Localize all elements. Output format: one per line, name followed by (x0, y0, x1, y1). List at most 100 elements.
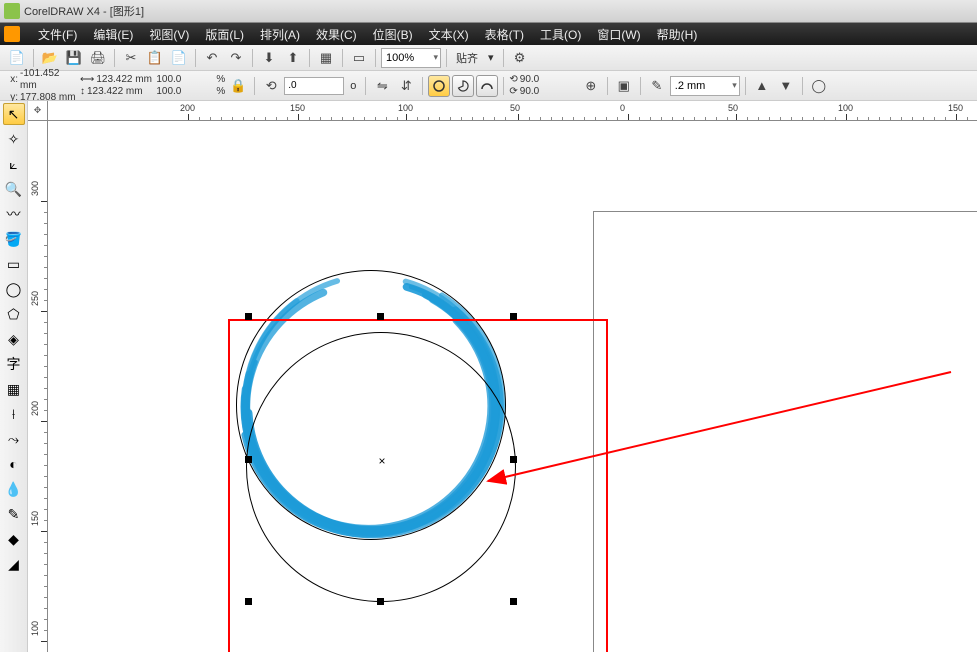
separator (422, 77, 423, 95)
x-value: -101.452 mm (20, 68, 78, 92)
outline-pen-icon: ✎ (646, 75, 668, 97)
pick-tool[interactable]: ↖ (3, 103, 25, 125)
freehand-tool[interactable]: 〰 (3, 203, 25, 225)
to-back-button[interactable]: ▼ (775, 75, 797, 97)
arc-angles: ⟲90.0 ⟳90.0 (509, 74, 577, 98)
zoom-tool[interactable]: 🔍 (3, 178, 25, 200)
undo-button[interactable]: ↶ (201, 47, 223, 69)
save-button[interactable]: 💾 (63, 47, 85, 69)
menu-window[interactable]: 窗口(W) (589, 26, 648, 43)
scale-group: 100.0% 100.0% (156, 74, 225, 98)
cut-button[interactable]: ✂ (120, 47, 142, 69)
canvas[interactable]: × (48, 121, 977, 652)
menu-view[interactable]: 视图(V) (141, 26, 197, 43)
menu-effects[interactable]: 效果(C) (308, 26, 365, 43)
arc-button[interactable] (476, 75, 498, 97)
snap-dropdown-icon[interactable]: ▾ (484, 51, 498, 64)
width-icon: ⟷ (80, 74, 94, 86)
rotation-input[interactable]: .0 (284, 77, 344, 95)
ruler-corner[interactable]: ✥ (28, 101, 48, 121)
menu-layout[interactable]: 版面(L) (197, 26, 252, 43)
convert-button[interactable]: ◯ (808, 75, 830, 97)
options-button[interactable]: ⚙ (509, 47, 531, 69)
basic-shapes-tool[interactable]: ◈ (3, 328, 25, 350)
menu-file[interactable]: 文件(F) (30, 26, 85, 43)
ruler-horizontal[interactable]: 20015010050050100150 (48, 101, 977, 121)
fill-tool[interactable]: ◆ (3, 528, 25, 550)
app-launcher-button[interactable]: ▦ (315, 47, 337, 69)
menu-tools[interactable]: 工具(O) (532, 26, 589, 43)
polygon-tool[interactable]: ⬠ (3, 303, 25, 325)
separator (342, 49, 343, 67)
separator (252, 49, 253, 67)
separator (607, 77, 608, 95)
eyedropper-tool[interactable]: 💧 (3, 478, 25, 500)
pct1: % (216, 74, 225, 86)
menu-help[interactable]: 帮助(H) (649, 26, 706, 43)
wrap-button[interactable]: ▣ (613, 75, 635, 97)
menu-text[interactable]: 文本(X) (421, 26, 477, 43)
ruler-vertical[interactable]: 300250200150100 (28, 121, 48, 652)
separator (114, 49, 115, 67)
shape-tool[interactable]: ✧ (3, 128, 25, 150)
height-icon: ↕ (80, 86, 85, 98)
open-button[interactable]: 📂 (39, 47, 61, 69)
deg-label: o (346, 80, 360, 92)
titlebar: CorelDRAW X4 - [图形1] (0, 0, 977, 23)
arc-direction-button[interactable]: ⊕ (580, 75, 602, 97)
zoom-combo[interactable]: 100% (381, 48, 441, 68)
property-bar: x:-101.452 mm y:177.808 mm ⟷123.422 mm ↕… (0, 71, 977, 101)
window-title: CorelDRAW X4 - [图形1] (24, 3, 144, 19)
menu-edit[interactable]: 编辑(E) (85, 26, 141, 43)
interactive-fill-tool[interactable]: ◢ (3, 553, 25, 575)
interactive-tool[interactable]: ◐ (3, 453, 25, 475)
selection-center-icon: × (378, 454, 385, 468)
zoom-value: 100% (386, 52, 414, 64)
menu-arrange[interactable]: 排列(A) (252, 26, 308, 43)
menubar: 文件(F) 编辑(E) 视图(V) 版面(L) 排列(A) 效果(C) 位图(B… (0, 23, 977, 45)
separator (745, 77, 746, 95)
page-boundary (593, 211, 977, 652)
connector-tool[interactable]: ⤳ (3, 428, 25, 450)
menu-bitmap[interactable]: 位图(B) (365, 26, 421, 43)
dimension-tool[interactable]: ⟊ (3, 403, 25, 425)
crop-tool[interactable]: ⟀ (3, 153, 25, 175)
brand-icon (4, 26, 20, 42)
canvas-area: ✥ 20015010050050100150 300250200150100 × (28, 101, 977, 652)
outline-tool[interactable]: ✎ (3, 503, 25, 525)
separator (254, 77, 255, 95)
new-button[interactable]: 📄 (6, 47, 28, 69)
height-value: 123.422 mm (87, 86, 145, 98)
mirror-v-button[interactable]: ⇵ (395, 75, 417, 97)
menu-table[interactable]: 表格(T) (477, 26, 532, 43)
mirror-h-button[interactable]: ⇋ (371, 75, 393, 97)
separator (309, 49, 310, 67)
import-button[interactable]: ⬇ (258, 47, 280, 69)
scalex-value: 100.0 (156, 74, 214, 86)
table-tool[interactable]: ▦ (3, 378, 25, 400)
rectangle-tool[interactable]: ▭ (3, 253, 25, 275)
main-area: ↖ ✧ ⟀ 🔍 〰 🪣 ▭ ◯ ⬠ ◈ 字 ▦ ⟊ ⤳ ◐ 💧 ✎ ◆ ◢ ✥ … (0, 101, 977, 652)
redo-button[interactable]: ↷ (225, 47, 247, 69)
ellipse-tool[interactable]: ◯ (3, 278, 25, 300)
toolbox: ↖ ✧ ⟀ 🔍 〰 🪣 ▭ ◯ ⬠ ◈ 字 ▦ ⟊ ⤳ ◐ 💧 ✎ ◆ ◢ (0, 101, 28, 652)
pie-button[interactable] (452, 75, 474, 97)
width-value: 123.422 mm (96, 74, 154, 86)
export-button[interactable]: ⬆ (282, 47, 304, 69)
lock-ratio-button[interactable]: 🔒 (227, 75, 249, 97)
to-front-button[interactable]: ▲ (751, 75, 773, 97)
copy-button[interactable]: 📋 (144, 47, 166, 69)
arc-start-icon: ⟲ (509, 74, 517, 86)
separator (802, 77, 803, 95)
pct2: % (216, 86, 225, 98)
scaley-value: 100.0 (156, 86, 214, 98)
outline-width-combo[interactable]: .2 mm (670, 76, 740, 96)
print-button[interactable]: 🖨 (87, 47, 109, 69)
paste-button[interactable]: 📄 (168, 47, 190, 69)
standard-toolbar: 📄 📂 💾 🖨 ✂ 📋 📄 ↶ ↷ ⬇ ⬆ ▦ ▭ 100% 贴齐 ▾ ⚙ (0, 45, 977, 71)
welcome-button[interactable]: ▭ (348, 47, 370, 69)
text-tool[interactable]: 字 (3, 353, 25, 375)
separator (446, 49, 447, 67)
smart-fill-tool[interactable]: 🪣 (3, 228, 25, 250)
ellipse-button[interactable] (428, 75, 450, 97)
